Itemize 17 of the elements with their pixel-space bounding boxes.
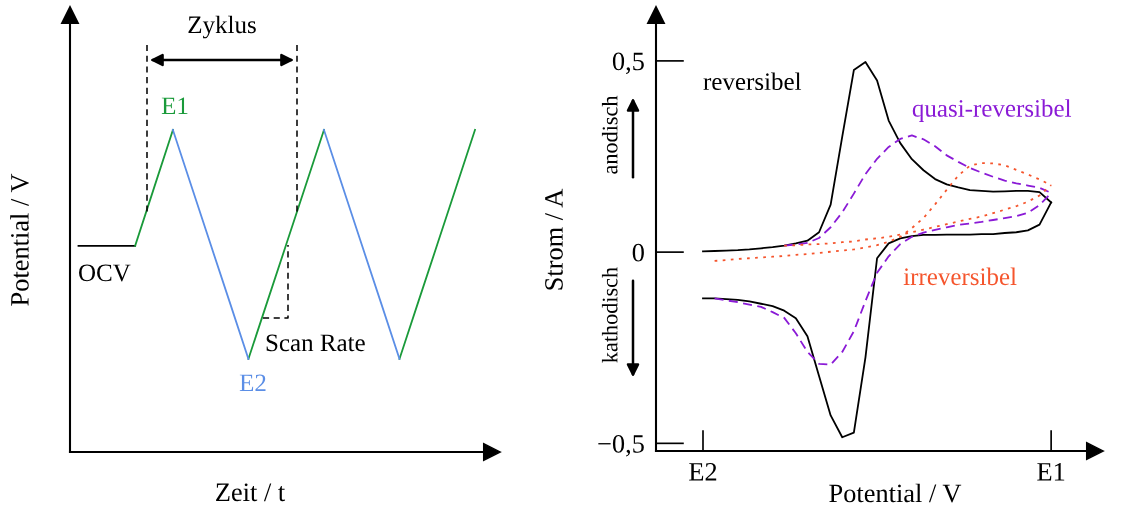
text: E1	[161, 97, 188, 115]
y-tick-label: 0,5	[612, 52, 644, 75]
annotation: Scan Rate	[266, 334, 365, 352]
annotation: OCV	[79, 264, 131, 282]
text: Zyklus	[188, 15, 256, 39]
y-axis-title: Strom / A	[545, 188, 563, 290]
y-tick-label: 0	[632, 243, 644, 262]
annotation: E2	[239, 374, 266, 392]
y-axis-title: Potential / V	[10, 173, 29, 306]
text: kathodisch	[601, 267, 618, 363]
text: anodisch	[601, 95, 618, 174]
series-label: reversibel	[703, 72, 802, 91]
series-label: irreversibel	[903, 267, 1017, 286]
y-tick-label: −0,5	[598, 434, 644, 457]
series-label: quasi-reversibel	[912, 99, 1072, 122]
x-axis-title: Zeit / t	[216, 483, 286, 502]
x-axis-title: Potential / V	[829, 483, 962, 503]
